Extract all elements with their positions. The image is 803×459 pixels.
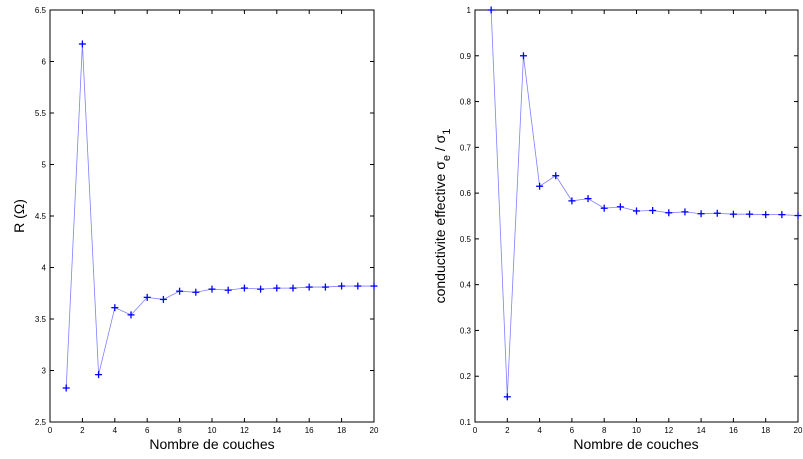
resistance-y-tick-label: 3.5 — [35, 315, 47, 324]
conductivity-y-label-sub-e: e — [441, 155, 453, 161]
resistance-y-axis-label: R (Ω) — [11, 199, 27, 233]
conductivity-data-point — [794, 212, 802, 220]
conductivity-data-point — [649, 207, 657, 215]
conductivity-data-point — [681, 208, 689, 216]
conductivity-x-tick-label: 16 — [729, 426, 738, 435]
conductivity-y-tick-label: 0.9 — [460, 52, 472, 61]
resistance-y-tick-label: 6.5 — [35, 6, 47, 15]
resistance-series — [62, 40, 378, 392]
conductivity-data-point — [552, 172, 560, 180]
conductivity-x-tick-label: 2 — [505, 426, 510, 435]
resistance-data-point — [62, 384, 70, 392]
conductivity-data-point — [633, 207, 640, 215]
resistance-y-tick-label: 5.5 — [35, 109, 47, 118]
resistance-y-tick-label: 4.5 — [35, 212, 47, 221]
conductivity-y-tick-label: 0.1 — [460, 418, 472, 427]
conductivity-data-point — [778, 211, 786, 219]
conductivity-y-tick-label: 0.8 — [460, 98, 472, 107]
resistance-chart: 0 2 4 6 8 10 12 14 16 18 20 2.5 3 3.5 4 4.5 5 5.5 6 6.5 Nom… — [11, 6, 379, 452]
conductivity-data-point — [503, 393, 511, 401]
resistance-x-tick-label: 14 — [272, 426, 281, 435]
conductivity-y-tick-label: 0.7 — [460, 143, 472, 152]
resistance-y-tick-label: 2.5 — [35, 418, 47, 427]
conductivity-data-point — [584, 195, 592, 203]
resistance-x-tick-label: 4 — [113, 426, 118, 435]
conductivity-data-point — [729, 210, 737, 218]
conductivity-y-tick-label: 0.5 — [460, 235, 472, 244]
conductivity-x-tick-label: 10 — [632, 426, 641, 435]
resistance-data-point — [127, 311, 135, 319]
resistance-data-point — [257, 285, 265, 293]
resistance-data-point — [354, 282, 362, 290]
conductivity-y-tick-label: 0.4 — [460, 281, 472, 290]
conductivity-data-point — [519, 52, 527, 60]
resistance-x-tick-label: 2 — [80, 426, 85, 435]
conductivity-data-point — [616, 203, 624, 211]
conductivity-x-tick-label: 20 — [794, 426, 803, 435]
conductivity-data-point — [697, 210, 705, 218]
resistance-data-point — [176, 287, 184, 295]
resistance-y-tick-label: 6 — [42, 58, 47, 67]
resistance-series-line — [65, 43, 374, 389]
resistance-y-tick-label: 4 — [42, 264, 47, 273]
conductivity-x-tick-label: 12 — [664, 426, 673, 435]
resistance-x-tick-label: 0 — [48, 426, 53, 435]
conductivity-data-point — [536, 182, 544, 190]
resistance-data-point — [273, 284, 281, 292]
resistance-data-point — [78, 40, 86, 48]
resistance-data-point — [95, 371, 103, 379]
conductivity-axis-ticks: 0 2 4 6 8 10 12 14 16 18 20 0.1 0.2 0.3 0.4 0.5 0.6 0.7 0.… — [460, 6, 803, 435]
conductivity-y-label-main: conductivite effective σ — [432, 161, 448, 304]
resistance-data-point — [305, 283, 313, 291]
resistance-y-tick-label: 3 — [42, 367, 47, 376]
resistance-data-point — [143, 293, 151, 301]
resistance-data-point — [289, 284, 297, 292]
resistance-data-point — [192, 288, 200, 296]
resistance-x-tick-label: 8 — [177, 426, 182, 435]
conductivity-x-axis-label: Nombre de couches — [573, 436, 698, 452]
resistance-data-point — [338, 282, 346, 290]
conductivity-series-line — [490, 9, 799, 397]
resistance-x-tick-label: 16 — [305, 426, 314, 435]
conductivity-y-label-divider: / σ — [432, 134, 448, 155]
resistance-data-point — [208, 285, 216, 293]
conductivity-x-tick-label: 18 — [761, 426, 770, 435]
conductivity-x-tick-label: 0 — [473, 426, 478, 435]
conductivity-data-point — [568, 197, 576, 205]
resistance-data-point — [240, 284, 248, 292]
resistance-data-point — [111, 304, 119, 312]
conductivity-y-label-sub-1: 1 — [441, 129, 453, 135]
conductivity-y-tick-label: 0.6 — [460, 189, 472, 198]
conductivity-x-tick-label: 8 — [602, 426, 607, 435]
resistance-plot-frame — [49, 9, 375, 423]
resistance-x-axis-label: Nombre de couches — [149, 436, 274, 452]
resistance-x-tick-label: 10 — [208, 426, 217, 435]
resistance-x-tick-label: 6 — [145, 426, 150, 435]
conductivity-y-tick-label: 0.3 — [460, 326, 472, 335]
conductivity-data-point — [487, 6, 495, 14]
conductivity-y-axis-label: conductivite effective σe / σ1 — [432, 129, 453, 304]
resistance-axis-ticks: 0 2 4 6 8 10 12 14 16 18 20 2.5 3 3.5 4 4.5 5 5.5 6 6.5 — [35, 6, 379, 435]
conductivity-data-point — [746, 210, 754, 218]
resistance-data-point — [224, 286, 232, 294]
resistance-data-point — [370, 282, 378, 290]
resistance-x-tick-label: 20 — [370, 426, 379, 435]
conductivity-chart: 0 2 4 6 8 10 12 14 16 18 20 0.1 0.2 0.3 0.4 0.5 0.6 0.7 0.… — [432, 6, 803, 452]
resistance-x-tick-label: 12 — [240, 426, 249, 435]
conductivity-series — [487, 6, 802, 401]
conductivity-data-point — [762, 211, 770, 219]
conductivity-x-tick-label: 4 — [537, 426, 542, 435]
resistance-data-point — [159, 295, 167, 303]
resistance-y-tick-label: 5 — [42, 161, 47, 170]
resistance-x-tick-label: 18 — [337, 426, 346, 435]
conductivity-data-point — [665, 209, 673, 217]
conductivity-data-point — [600, 204, 608, 212]
conductivity-data-point — [713, 209, 721, 217]
conductivity-y-tick-label: 1 — [467, 6, 472, 15]
conductivity-x-tick-label: 14 — [697, 426, 706, 435]
conductivity-x-tick-label: 6 — [570, 426, 575, 435]
resistance-data-point — [321, 283, 329, 291]
conductivity-y-tick-label: 0.2 — [460, 372, 472, 381]
